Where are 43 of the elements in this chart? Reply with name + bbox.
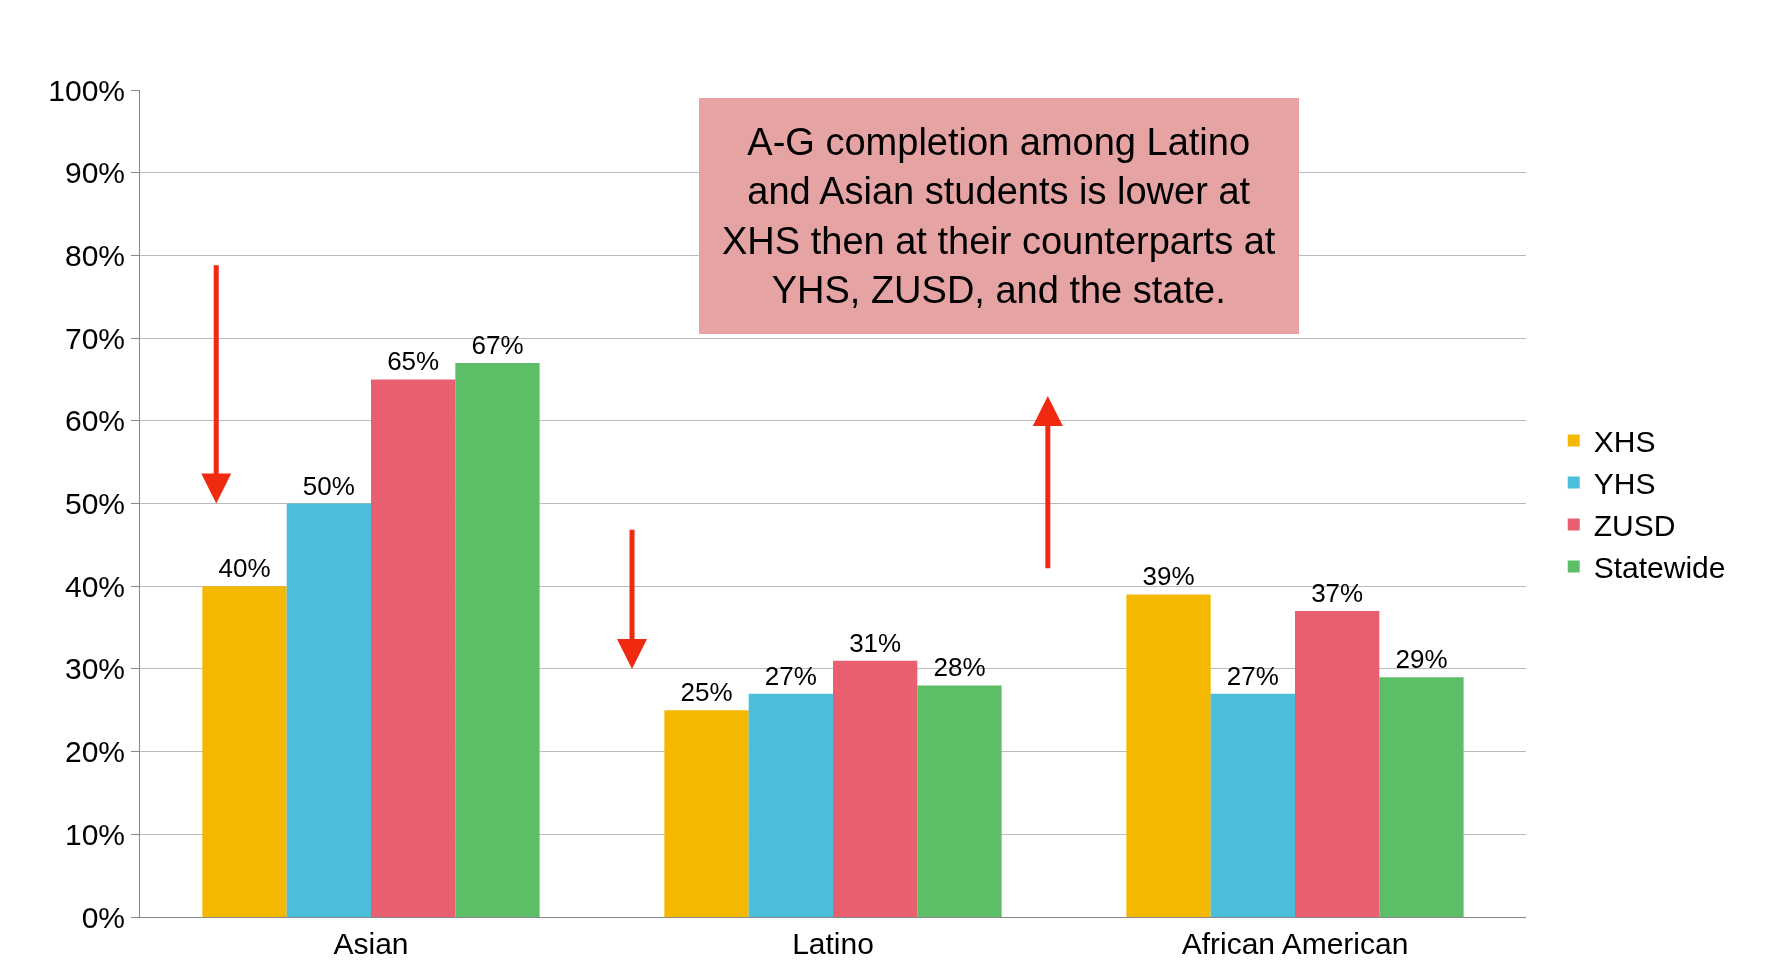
y-tick-label: 80% (64, 238, 125, 272)
text: 31% (849, 627, 902, 658)
text: 40% (218, 553, 271, 584)
y-tick-label: 30% (64, 652, 125, 686)
legend-label: XHS (1593, 425, 1656, 459)
bar (1210, 693, 1295, 917)
bar (1379, 677, 1464, 917)
y-tick-label: 40% (64, 569, 125, 603)
y-tick-label: 60% (64, 404, 125, 438)
bar (1295, 611, 1380, 917)
y-tick-label: 20% (64, 735, 125, 769)
text: 65% (387, 346, 440, 377)
bar (1126, 594, 1211, 917)
x-tick-label: Latino (792, 927, 874, 960)
y-tick-label: 50% (64, 487, 125, 520)
bar (455, 362, 540, 917)
bar (664, 710, 749, 917)
bar (833, 660, 918, 917)
text: 28% (933, 652, 986, 683)
y-tick-label: 100% (48, 73, 125, 107)
bar (371, 379, 456, 917)
text: 50% (302, 470, 355, 501)
y-tick-label: 10% (64, 817, 125, 851)
text: 27% (764, 660, 817, 691)
text: 39% (1142, 561, 1195, 592)
bar (202, 586, 287, 917)
y-tick-label: 90% (64, 156, 125, 190)
annotation: A-G completion among Latino and Asian students is lower at XHS then at their counterparts at YHS, ZUSD, and the state. (722, 121, 1276, 312)
y-tick-label: 70% (64, 321, 125, 355)
legend-label: Statewide (1593, 551, 1726, 585)
legend-label: ZUSD (1593, 509, 1676, 543)
text: 67% (471, 329, 524, 360)
bar (917, 685, 1002, 917)
legend-label: YHS (1593, 467, 1656, 501)
x-tick-label: Asian (333, 927, 409, 960)
bar (286, 503, 371, 917)
text: 25% (680, 677, 733, 708)
text: 29% (1395, 644, 1448, 675)
text: 27% (1226, 660, 1279, 691)
text: 37% (1311, 578, 1364, 609)
bar (748, 693, 833, 917)
x-tick-label: African American (1181, 927, 1409, 960)
y-tick-label: 0% (81, 900, 125, 934)
